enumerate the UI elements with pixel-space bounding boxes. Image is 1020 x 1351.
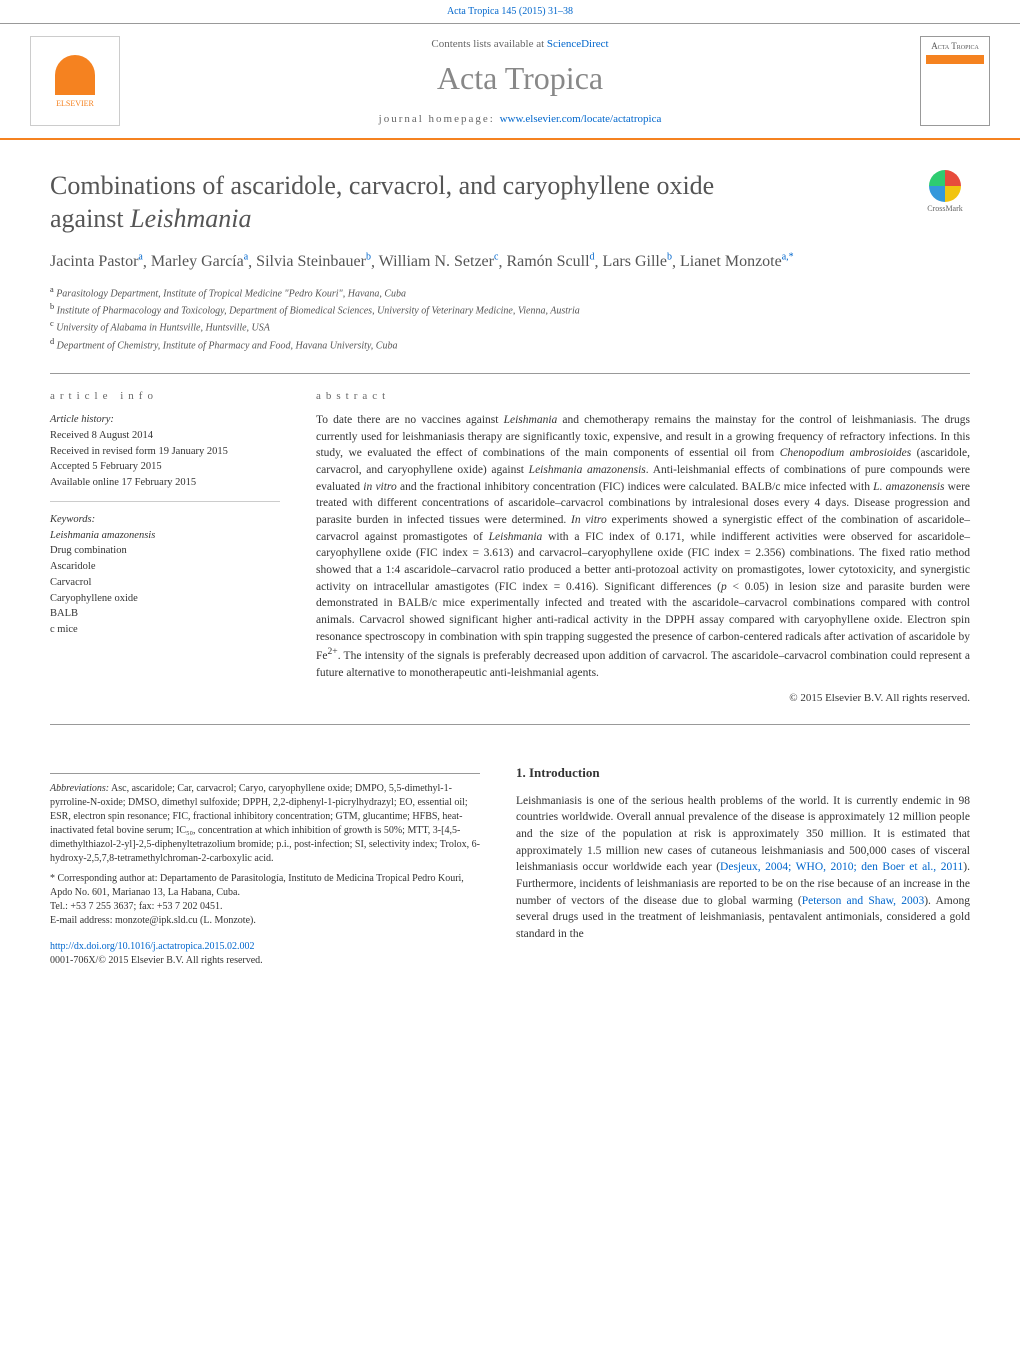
doi-block: http://dx.doi.org/10.1016/j.actatropica.…	[50, 940, 480, 968]
history-accepted: Accepted 5 February 2015	[50, 459, 280, 475]
divider-1	[50, 373, 970, 374]
title-line2-italic: Leishmania	[130, 204, 251, 233]
abbreviations-footnote: Abbreviations: Asc, ascaridole; Car, car…	[50, 773, 480, 866]
abstract-label: abstract	[316, 390, 970, 402]
corr-text: Corresponding author at: Departamento de…	[50, 873, 464, 898]
corr-marker: *	[50, 873, 55, 884]
sciencedirect-link[interactable]: ScienceDirect	[547, 38, 609, 50]
corr-email-link[interactable]: monzote@ipk.sld.cu	[115, 915, 198, 926]
title-line2-pre: against	[50, 204, 130, 233]
homepage-link[interactable]: www.elsevier.com/locate/actatropica	[500, 113, 662, 125]
cover-title: Acta Tropica	[931, 41, 979, 51]
doi-link[interactable]: http://dx.doi.org/10.1016/j.actatropica.…	[50, 941, 255, 952]
journal-cover-thumb: Acta Tropica	[920, 36, 990, 126]
author: Jacinta Pastora	[50, 253, 143, 270]
contents-line: Contents lists available at ScienceDirec…	[140, 38, 900, 50]
divider-2	[50, 724, 970, 725]
abstract-text: To date there are no vaccines against Le…	[316, 412, 970, 682]
crossmark-label: CrossMark	[927, 204, 963, 213]
journal-banner: ELSEVIER Contents lists available at Sci…	[0, 23, 1020, 140]
affiliation: c University of Alabama in Huntsville, H…	[50, 318, 970, 335]
abbrev-label: Abbreviations:	[50, 783, 109, 794]
history-label: Article history:	[50, 412, 280, 428]
keyword: Carvacrol	[50, 575, 280, 591]
author: Lianet Monzotea,*	[680, 253, 794, 270]
author: Ramón Sculld	[506, 253, 594, 270]
history-received: Received 8 August 2014	[50, 428, 280, 444]
title-line1: Combinations of ascaridole, carvacrol, a…	[50, 171, 714, 200]
corr-tel: Tel.: +53 7 255 3637; fax: +53 7 202 045…	[50, 901, 223, 912]
affiliation: d Department of Chemistry, Institute of …	[50, 336, 970, 353]
page-citation: Acta Tropica 145 (2015) 31–38	[0, 0, 1020, 23]
article-history: Article history: Received 8 August 2014 …	[50, 412, 280, 502]
crossmark-icon	[929, 170, 961, 202]
citation-link[interactable]: Acta Tropica 145 (2015) 31–38	[447, 6, 573, 17]
affiliation: a Parasitology Department, Institute of …	[50, 284, 970, 301]
author: Marley Garcíaa	[151, 253, 248, 270]
keyword: Leishmania amazonensis	[50, 528, 280, 544]
homepage-line: journal homepage: www.elsevier.com/locat…	[140, 113, 900, 125]
crossmark-badge[interactable]: CrossMark	[920, 170, 970, 220]
keywords-block: Keywords: Leishmania amazonensisDrug com…	[50, 512, 280, 638]
publisher-logo: ELSEVIER	[30, 36, 120, 126]
copyright-line: © 2015 Elsevier B.V. All rights reserved…	[316, 692, 970, 704]
affiliation: b Institute of Pharmacology and Toxicolo…	[50, 301, 970, 318]
contents-prefix: Contents lists available at	[431, 38, 546, 50]
corresponding-footnote: * Corresponding author at: Departamento …	[50, 872, 480, 928]
intro-text: Leishmaniasis is one of the serious heal…	[516, 793, 970, 943]
abbrev-text: Asc, ascaridole; Car, carvacrol; Caryo, …	[50, 783, 480, 864]
keyword: Drug combination	[50, 543, 280, 559]
article-title: Combinations of ascaridole, carvacrol, a…	[50, 170, 714, 235]
affiliations-list: a Parasitology Department, Institute of …	[50, 284, 970, 353]
corr-email-suffix: (L. Monzote).	[200, 915, 256, 926]
intro-heading: 1. Introduction	[516, 765, 970, 781]
author: William N. Setzerc	[379, 253, 499, 270]
keywords-label: Keywords:	[50, 512, 280, 528]
keyword: BALB	[50, 606, 280, 622]
elsevier-tree-icon	[55, 55, 95, 95]
keyword: c mice	[50, 622, 280, 638]
homepage-prefix: journal homepage:	[379, 113, 500, 125]
history-online: Available online 17 February 2015	[50, 475, 280, 491]
author: Silvia Steinbauerb	[256, 253, 371, 270]
issn-line: 0001-706X/© 2015 Elsevier B.V. All right…	[50, 955, 263, 966]
corr-email-label: E-mail address:	[50, 915, 112, 926]
publisher-name: ELSEVIER	[56, 99, 94, 108]
keyword: Ascaridole	[50, 559, 280, 575]
authors-list: Jacinta Pastora, Marley Garcíaa, Silvia …	[50, 251, 970, 274]
article-info-label: article info	[50, 390, 280, 402]
keyword: Caryophyllene oxide	[50, 591, 280, 607]
banner-center: Contents lists available at ScienceDirec…	[140, 38, 900, 125]
history-revised: Received in revised form 19 January 2015	[50, 444, 280, 460]
cover-map-icon	[926, 55, 984, 85]
journal-name: Acta Tropica	[140, 60, 900, 97]
author: Lars Gilleb	[603, 253, 672, 270]
